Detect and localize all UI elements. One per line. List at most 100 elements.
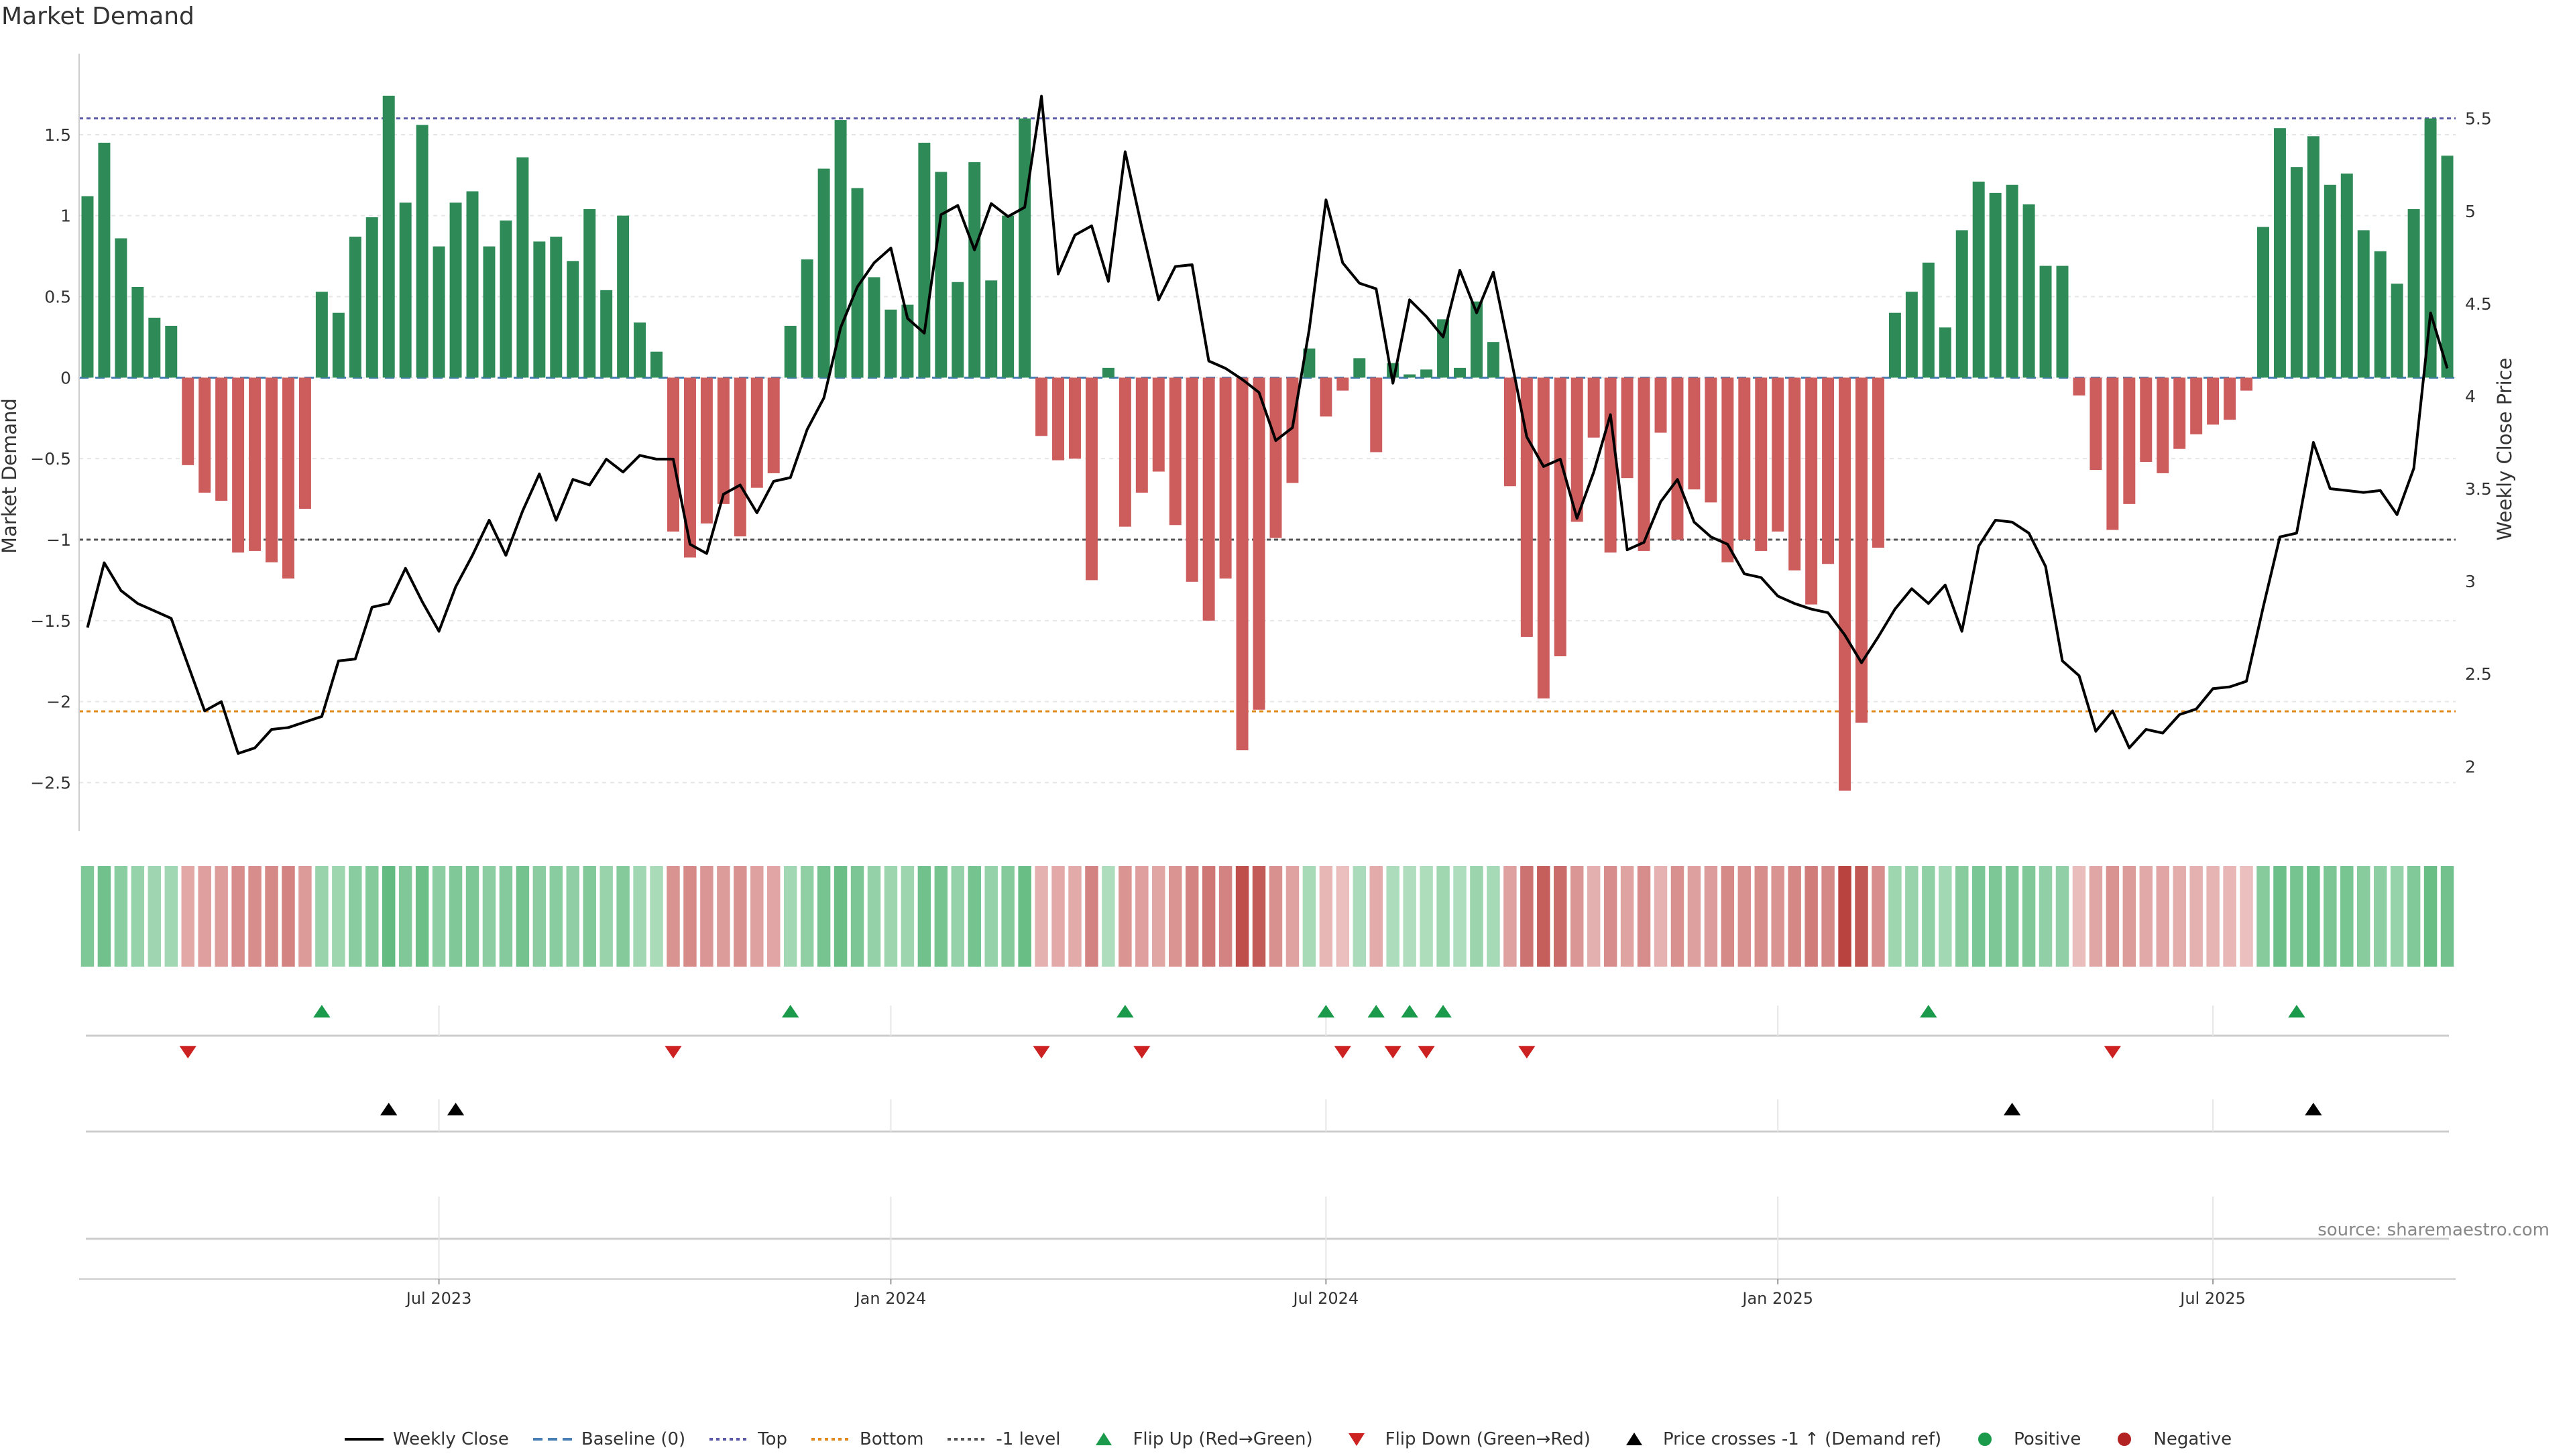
heat-cell xyxy=(2390,866,2404,967)
demand-bar xyxy=(2056,265,2069,378)
heat-cell xyxy=(215,866,228,967)
demand-bar xyxy=(1805,377,1818,605)
demand-heat-strip xyxy=(80,866,2454,967)
heat-cell xyxy=(432,866,446,967)
demand-bar xyxy=(98,142,111,378)
heat-cell xyxy=(1353,866,1367,967)
price-series xyxy=(86,95,2449,755)
legend-label: -1 level xyxy=(996,1429,1061,1449)
demand-bar xyxy=(249,377,262,551)
demand-bar xyxy=(148,317,161,378)
flip-up-marker xyxy=(1434,1005,1452,1018)
demand-bar xyxy=(1186,377,1198,582)
heat-cell xyxy=(1520,866,1534,967)
demand-bar xyxy=(2257,227,2269,378)
demand-bar xyxy=(1905,292,1918,378)
heat-cell xyxy=(1821,866,1835,967)
heat-cell xyxy=(2223,866,2236,967)
heat-cell xyxy=(1771,866,1784,967)
heat-cell xyxy=(1872,866,1885,967)
demand-bar xyxy=(449,202,462,378)
demand-bar xyxy=(1303,348,1316,378)
heat-cell xyxy=(1838,866,1851,967)
demand-bar xyxy=(650,351,663,378)
demand-bar xyxy=(198,377,211,493)
chart-legend: Weekly Close Baseline (0) Top Bottom -1 leve… xyxy=(0,1422,2575,1456)
demand-bar xyxy=(2290,167,2303,378)
heat-cell xyxy=(164,866,178,967)
flip-down-marker xyxy=(2104,1046,2122,1058)
triangle-up-icon xyxy=(1625,1433,1642,1445)
legend-item: Flip Down (Green→Red) xyxy=(1336,1429,1591,1449)
heat-cell xyxy=(1603,866,1617,967)
legend-item: Positive xyxy=(1964,1429,2081,1449)
demand-bar xyxy=(1855,377,1868,723)
heat-cell xyxy=(1152,866,1165,967)
heat-cell xyxy=(1403,866,1416,967)
heat-cell xyxy=(599,866,613,967)
heat-cell xyxy=(1687,866,1701,967)
heat-cell xyxy=(2055,866,2069,967)
demand-bar xyxy=(952,282,964,378)
heat-cell xyxy=(1051,866,1065,967)
flip-down-marker xyxy=(1033,1046,1050,1058)
heat-cell xyxy=(1955,866,1969,967)
demand-bar xyxy=(1487,342,1499,378)
y-tick-label: −2.5 xyxy=(30,774,71,793)
legend-label: Top xyxy=(758,1429,788,1449)
heat-cell xyxy=(332,866,345,967)
heat-cell xyxy=(934,866,948,967)
heat-cell xyxy=(984,866,998,967)
heat-cell xyxy=(1537,866,1550,967)
demand-bar xyxy=(784,326,797,378)
solid-line-icon xyxy=(344,1438,384,1441)
heat-cell xyxy=(465,866,479,967)
demand-bar xyxy=(901,304,914,378)
y2-tick-label: 4 xyxy=(2465,387,2476,406)
legend-item: Weekly Close xyxy=(343,1429,509,1449)
demand-bar xyxy=(1839,377,1851,791)
heat-cell xyxy=(800,866,814,967)
demand-bar xyxy=(1972,181,1985,378)
demand-bar xyxy=(634,322,646,378)
demand-bar xyxy=(1570,377,1583,522)
heat-cell xyxy=(1620,866,1634,967)
heat-cell xyxy=(1018,866,1031,967)
price-cross-marker xyxy=(2305,1103,2322,1115)
demand-bar xyxy=(583,209,596,378)
heat-cell xyxy=(1035,866,1048,967)
legend-label: Bottom xyxy=(860,1429,924,1449)
heat-cell xyxy=(583,866,596,967)
demand-bar xyxy=(1152,377,1165,472)
dashed-line-icon xyxy=(532,1438,572,1441)
heat-cell xyxy=(2189,866,2203,967)
demand-bar xyxy=(115,238,127,378)
heat-cell xyxy=(516,866,530,967)
y2-tick-label: 5.5 xyxy=(2465,109,2492,129)
heat-cell xyxy=(834,866,848,967)
demand-bar xyxy=(1404,374,1416,378)
heat-cell xyxy=(650,866,663,967)
price-cross-marker xyxy=(447,1103,465,1115)
heat-cell xyxy=(1269,866,1283,967)
heat-cell xyxy=(2407,866,2421,967)
demand-bar xyxy=(1604,377,1617,553)
demand-bar xyxy=(1922,262,1935,378)
triangle-up-icon xyxy=(1096,1433,1112,1445)
demand-bar xyxy=(516,157,529,378)
demand-bar xyxy=(365,217,378,378)
flip-up-marker xyxy=(1117,1005,1134,1018)
y-axis-label: Market Demand xyxy=(0,398,21,554)
demand-bar xyxy=(868,277,880,378)
demand-bar xyxy=(1537,377,1550,699)
demand-bar xyxy=(1135,377,1148,493)
demand-bar xyxy=(884,309,897,378)
demand-bar xyxy=(2407,209,2420,378)
heat-cell xyxy=(1085,866,1098,967)
heat-cell xyxy=(667,866,680,967)
heat-cell xyxy=(1888,866,1902,967)
x-tick-label: Jul 2023 xyxy=(405,1289,472,1308)
demand-bar xyxy=(1772,377,1784,532)
heat-cell xyxy=(315,866,329,967)
